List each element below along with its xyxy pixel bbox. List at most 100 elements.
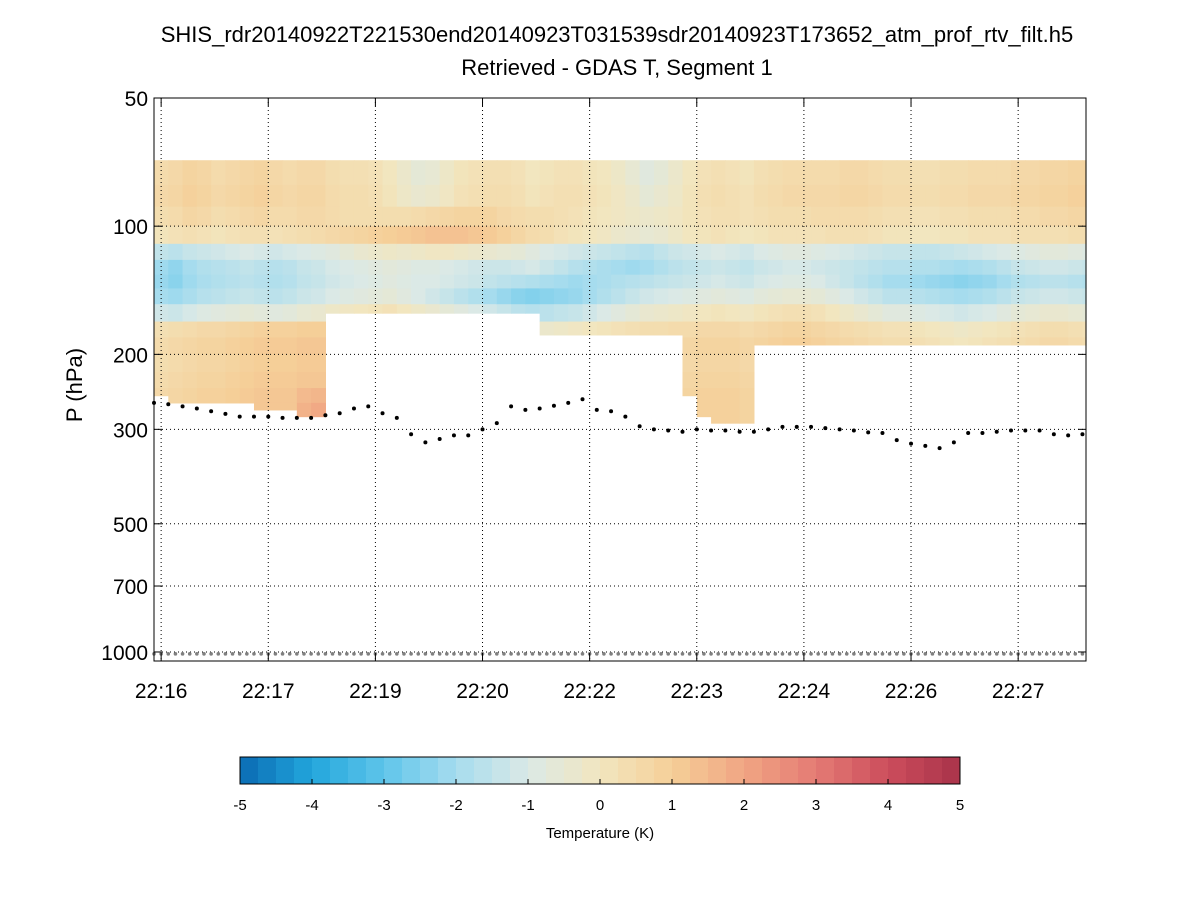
heatmap-cell xyxy=(239,288,255,305)
heatmap-cell xyxy=(611,321,626,336)
surface-point xyxy=(545,652,549,656)
surface-point xyxy=(952,652,956,656)
heatmap-cell xyxy=(711,416,726,424)
colorbar: -5 -4 -3 -2 -1 0 1 2 3 4 5 xyxy=(233,756,964,814)
heatmap-cell xyxy=(968,160,984,186)
heatmap-cell xyxy=(1039,321,1055,339)
surface-point xyxy=(223,652,228,656)
surface-point xyxy=(773,652,778,656)
heatmap-cell xyxy=(482,206,498,227)
colorbar-swatch xyxy=(834,757,853,784)
heatmap-cell xyxy=(668,259,684,276)
tropopause-point xyxy=(780,424,785,429)
heatmap-cell xyxy=(1053,206,1069,227)
heatmap-cell xyxy=(468,226,484,245)
surface-point xyxy=(994,652,999,656)
heatmap-cell xyxy=(382,288,398,305)
heatmap-cell xyxy=(725,160,741,186)
heatmap-cell xyxy=(296,388,312,404)
heatmap-cell xyxy=(796,160,812,186)
heatmap-cell xyxy=(611,226,626,245)
heatmap-cell xyxy=(882,259,898,276)
heatmap-cell xyxy=(811,288,826,305)
surface-point xyxy=(659,652,663,656)
heatmap-cell xyxy=(439,243,455,261)
heatmap-cell xyxy=(182,259,198,276)
colorbar-swatch xyxy=(636,757,655,784)
heatmap-cell xyxy=(882,304,898,323)
heatmap-cell xyxy=(639,321,655,336)
grid-lines xyxy=(154,98,1086,661)
heatmap-cell xyxy=(268,321,284,339)
heatmap-cell xyxy=(1039,243,1055,261)
colorbar-swatch xyxy=(924,757,943,784)
y-tick-label: 300 xyxy=(113,419,148,442)
heatmap-cell xyxy=(296,402,312,418)
heatmap-cell xyxy=(239,184,255,208)
heatmap-cell xyxy=(753,184,769,208)
surface-point xyxy=(859,652,863,656)
heatmap-cell xyxy=(154,226,169,245)
heatmap-cell xyxy=(953,337,969,346)
heatmap-cell xyxy=(182,184,198,208)
heatmap-cell xyxy=(925,337,941,346)
heatmap-cell xyxy=(868,274,884,289)
heatmap-cell xyxy=(882,226,898,245)
heatmap-cell xyxy=(582,274,598,289)
heatmap-cell xyxy=(311,226,326,245)
heatmap-cell xyxy=(511,206,526,227)
heatmap-cell xyxy=(996,304,1012,323)
heatmap-cell xyxy=(968,243,984,261)
heatmap-cell xyxy=(439,274,455,289)
heatmap-cell xyxy=(868,288,884,305)
tropopause-point xyxy=(337,411,342,416)
tropopause-point xyxy=(594,407,599,412)
heatmap-cell xyxy=(411,304,426,314)
heatmap-cell xyxy=(768,304,784,323)
tropopause-point xyxy=(623,414,628,419)
heatmap-cell xyxy=(996,226,1012,245)
heatmap-cell xyxy=(268,160,284,186)
heatmap-cell xyxy=(868,226,884,245)
heatmap-cell xyxy=(382,243,398,261)
heatmap-cell xyxy=(511,259,526,276)
heatmap-cell xyxy=(1025,321,1041,339)
heatmap-cell xyxy=(296,226,312,245)
surface-point xyxy=(1002,652,1006,656)
heatmap-cell xyxy=(868,304,884,323)
surface-point xyxy=(959,652,963,656)
heatmap-cell xyxy=(239,304,255,323)
heatmap-cell xyxy=(568,206,584,227)
heatmap-cell xyxy=(711,259,726,276)
heatmap-cell xyxy=(725,337,741,355)
heatmap-cell xyxy=(596,321,612,336)
tropopause-point xyxy=(851,428,856,433)
heatmap-cell xyxy=(339,288,355,305)
heatmap-cell xyxy=(753,160,769,186)
heatmap-cell xyxy=(1082,288,1087,305)
surface-point xyxy=(716,652,720,656)
heatmap-cell xyxy=(339,274,355,289)
heatmap-cell xyxy=(639,243,655,261)
colorbar-tick-label: -2 xyxy=(449,797,462,814)
heatmap-cell xyxy=(725,388,741,404)
surface-point xyxy=(287,652,292,656)
heatmap-cell xyxy=(825,337,841,346)
heatmap-cell xyxy=(853,304,869,323)
heatmap-cell xyxy=(553,288,569,305)
heatmap-cell xyxy=(1068,304,1084,323)
heatmap-cell xyxy=(725,206,741,227)
heatmap-cell xyxy=(768,226,784,245)
heatmap-cell xyxy=(1082,321,1087,339)
surface-point xyxy=(416,652,421,656)
heatmap-cell xyxy=(753,226,769,245)
heatmap-cell xyxy=(896,288,912,305)
heatmap-cell xyxy=(453,206,469,227)
tropopause-point xyxy=(751,429,756,434)
heatmap-cell xyxy=(582,243,598,261)
heatmap-cell xyxy=(839,304,855,323)
heatmap-cell xyxy=(296,321,312,339)
heatmap-cell xyxy=(939,274,955,289)
heatmap-cell xyxy=(868,160,884,186)
heatmap-cell xyxy=(154,274,169,289)
